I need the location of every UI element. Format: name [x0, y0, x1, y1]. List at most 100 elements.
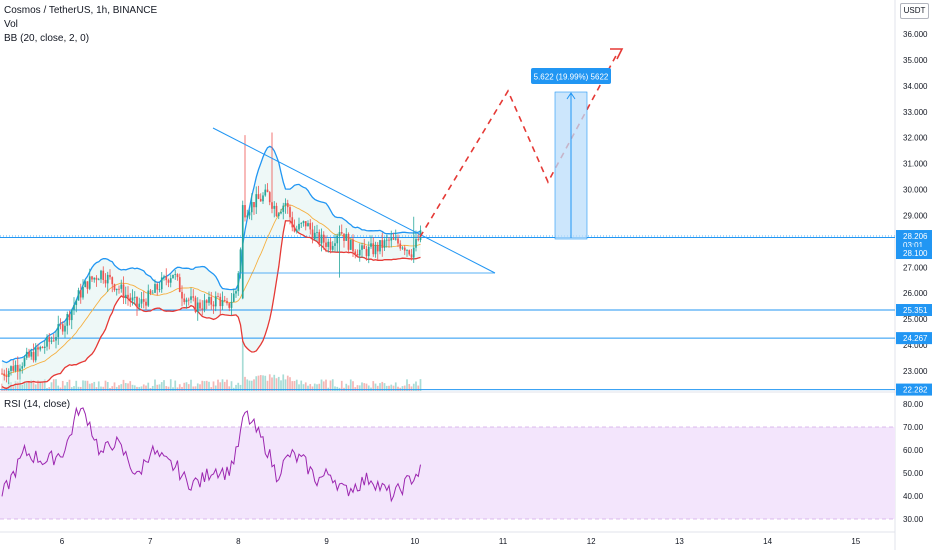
- horizontal-lines[interactable]: [0, 235, 895, 391]
- volume-bar: [23, 382, 26, 391]
- candle-body: [124, 294, 127, 298]
- volume-bar: [226, 379, 228, 391]
- volume-bar: [79, 386, 82, 391]
- volume-bar: [255, 376, 258, 391]
- rsi-polyline: [1, 406, 421, 503]
- volume-bar: [381, 381, 384, 391]
- price-tick-label: 24.000: [903, 341, 928, 350]
- candle-body: [122, 284, 125, 298]
- candle-body: [205, 300, 208, 303]
- candle-body: [115, 288, 118, 291]
- candle-body: [320, 234, 323, 244]
- volume-bar: [113, 382, 116, 391]
- volume-bar: [120, 384, 123, 391]
- volume-bar: [253, 379, 255, 391]
- candle-body: [381, 240, 384, 248]
- candle-body: [16, 364, 19, 371]
- rsi-legend[interactable]: RSI (14, close): [4, 399, 71, 410]
- candle-body: [156, 284, 159, 290]
- candle-body: [138, 303, 141, 308]
- volume-bar: [124, 383, 127, 391]
- measure-tool[interactable]: 5.622 (19.99%) 5622: [531, 68, 611, 240]
- candle-body: [304, 221, 307, 227]
- volume-bar: [388, 385, 390, 391]
- volume-bar: [372, 381, 375, 391]
- symbol-legend[interactable]: Cosmos / TetherUS, 1h, BINANCE: [4, 5, 158, 16]
- triangle-drawing[interactable]: [212, 127, 496, 274]
- time-tick-label: 9: [324, 537, 329, 546]
- volume-legend[interactable]: Vol: [4, 19, 18, 30]
- volume-bar: [73, 386, 75, 391]
- time-axis[interactable]: 6 7 8 9 10 11 12 13 14 15: [60, 537, 861, 546]
- bb-lower-line: [1, 220, 421, 390]
- volume-bar: [41, 381, 44, 391]
- candle-body: [388, 239, 390, 241]
- candle-body: [322, 234, 325, 243]
- volume-bar: [194, 386, 197, 391]
- candle-body: [273, 205, 276, 209]
- candle-body: [403, 247, 406, 251]
- volume-bar: [266, 380, 269, 391]
- candle-body: [385, 239, 388, 241]
- volume-bar: [223, 381, 226, 391]
- price-tick-label: 26.000: [903, 289, 928, 298]
- volume-bar: [259, 375, 262, 391]
- volume-bar: [239, 384, 242, 391]
- candle-body: [275, 205, 278, 217]
- candle-body: [77, 290, 80, 301]
- candle-body: [3, 373, 6, 376]
- volume-bar: [336, 386, 339, 391]
- candle-body: [410, 254, 413, 258]
- volume-bar: [221, 379, 224, 391]
- candle-body: [277, 213, 280, 217]
- bb-legend[interactable]: BB (20, close, 2, 0): [4, 33, 90, 44]
- triangle-upper-line[interactable]: [212, 127, 496, 274]
- volume-bar: [165, 386, 168, 391]
- volume-bar: [111, 386, 114, 391]
- price-tick-label: 25.000: [903, 315, 928, 324]
- price-axis[interactable]: 36.000 35.000 34.000 33.000 32.000 31.000 30.0…: [896, 30, 932, 396]
- candle-body: [158, 289, 161, 291]
- volume-bar: [385, 385, 388, 391]
- volume-bar: [293, 380, 296, 391]
- volume-bar: [55, 379, 57, 391]
- candle-body: [401, 247, 404, 249]
- volume-bar: [68, 379, 71, 391]
- volume-bar: [82, 380, 84, 391]
- candle-body: [212, 304, 215, 307]
- price-tag-label: 28.100: [903, 249, 928, 258]
- candle-body: [284, 203, 287, 206]
- volume-bar: [322, 381, 325, 391]
- volume-bar: [210, 387, 213, 391]
- volume-bar: [280, 380, 282, 391]
- volume-bar: [163, 380, 165, 391]
- candle-body: [196, 302, 199, 313]
- candle-body: [172, 274, 174, 279]
- candle-body: [291, 217, 294, 228]
- volume-bar: [131, 384, 134, 391]
- rsi-axis[interactable]: 80.00 70.00 60.00 50.00 40.00 30.00: [903, 400, 924, 524]
- time-tick-label: 10: [410, 537, 419, 546]
- time-tick-label: 11: [499, 537, 508, 546]
- candle-body: [417, 239, 420, 241]
- candle-body: [394, 238, 397, 240]
- volume-bar: [347, 385, 350, 391]
- candle-body: [392, 238, 395, 240]
- price-tick-label: 29.000: [903, 211, 928, 220]
- candle-body: [109, 274, 111, 278]
- candle-body: [235, 291, 237, 294]
- volume-bar: [284, 379, 287, 391]
- candle-body: [140, 299, 143, 304]
- candle-body: [190, 296, 192, 300]
- volume-bar: [313, 383, 316, 391]
- volume-bar: [66, 382, 69, 391]
- volume-bar: [147, 382, 150, 391]
- volume-bar: [52, 379, 55, 391]
- volume-bar: [115, 386, 118, 391]
- candle-body: [160, 277, 163, 290]
- volume-bar: [61, 380, 64, 391]
- currency-button[interactable]: USDT: [900, 3, 929, 19]
- volume-bar: [376, 385, 379, 391]
